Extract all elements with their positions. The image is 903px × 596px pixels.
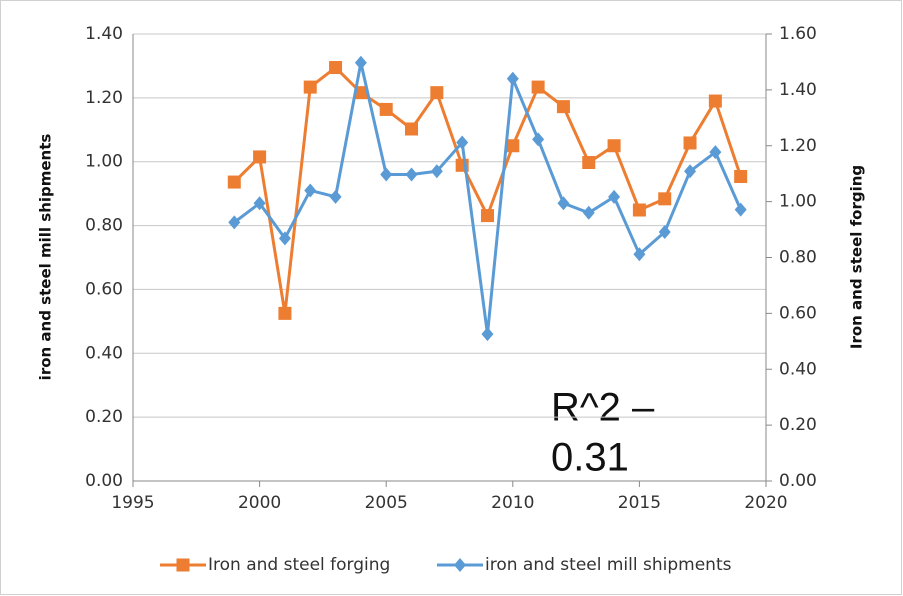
marker (658, 224, 671, 239)
marker (582, 205, 595, 220)
y-tick-label: 0.60 (85, 279, 123, 299)
marker (405, 122, 419, 136)
y2-tick-label: 0.60 (779, 303, 817, 323)
x-tick-label: 1995 (111, 493, 154, 513)
marker (683, 136, 697, 150)
annotation: R^2 – (551, 386, 655, 430)
marker (608, 189, 621, 204)
marker (278, 231, 291, 246)
y2-tick-label: 0.80 (779, 248, 817, 268)
x-tick-label: 2015 (618, 493, 661, 513)
y-axis-title: iron and steel mill shipments (37, 134, 55, 381)
y2-tick-label: 1.60 (779, 24, 817, 44)
marker (557, 196, 570, 211)
marker (607, 139, 621, 153)
legend-label: Iron and steel forging (208, 555, 390, 575)
y-tick-label: 1.00 (85, 152, 123, 172)
marker (430, 164, 443, 179)
marker (531, 80, 545, 94)
marker (227, 175, 241, 189)
annotation: 0.31 (551, 436, 629, 480)
y-tick-label: 0.40 (85, 343, 123, 363)
marker (354, 86, 368, 100)
marker (228, 215, 241, 230)
marker (278, 306, 292, 320)
marker (734, 169, 748, 183)
marker (481, 327, 494, 342)
marker (684, 164, 697, 179)
legend-label: iron and steel mill shipments (485, 555, 732, 575)
y-tick-label: 0.00 (85, 471, 123, 491)
y-tick-label: 1.40 (85, 24, 123, 44)
y2-tick-label: 1.00 (779, 192, 817, 212)
x-tick-label: 2010 (491, 493, 534, 513)
marker (430, 86, 444, 100)
x-tick-label: 2000 (238, 493, 281, 513)
marker (632, 203, 646, 217)
y-tick-label: 0.20 (85, 407, 123, 427)
y2-tick-label: 0.00 (779, 471, 817, 491)
legend-marker (454, 558, 466, 572)
y2-tick-label: 0.20 (779, 415, 817, 435)
legend-marker (176, 558, 190, 572)
marker (709, 145, 722, 160)
x-tick-label: 2005 (365, 493, 408, 513)
marker (556, 100, 570, 114)
y-tick-label: 1.20 (85, 88, 123, 108)
marker (253, 196, 266, 211)
marker (734, 202, 747, 217)
marker (329, 189, 342, 204)
marker (582, 156, 596, 170)
marker (253, 150, 267, 164)
marker (633, 247, 646, 262)
marker (354, 55, 367, 70)
y2-tick-label: 0.40 (779, 359, 817, 379)
y-tick-label: 0.80 (85, 216, 123, 236)
marker (379, 102, 393, 116)
marker (380, 167, 393, 182)
marker (708, 94, 722, 108)
y2-tick-label: 1.40 (779, 80, 817, 100)
marker (506, 139, 520, 153)
marker (658, 192, 672, 206)
marker (456, 135, 469, 150)
marker (304, 183, 317, 198)
y2-tick-label: 1.20 (779, 136, 817, 156)
marker (405, 167, 418, 182)
marker (532, 132, 545, 147)
marker (303, 80, 317, 94)
marker (329, 61, 343, 75)
x-tick-label: 2020 (744, 493, 787, 513)
marker (506, 71, 519, 86)
y2-axis-title: Iron and steel forging (848, 165, 866, 349)
marker (480, 209, 494, 223)
